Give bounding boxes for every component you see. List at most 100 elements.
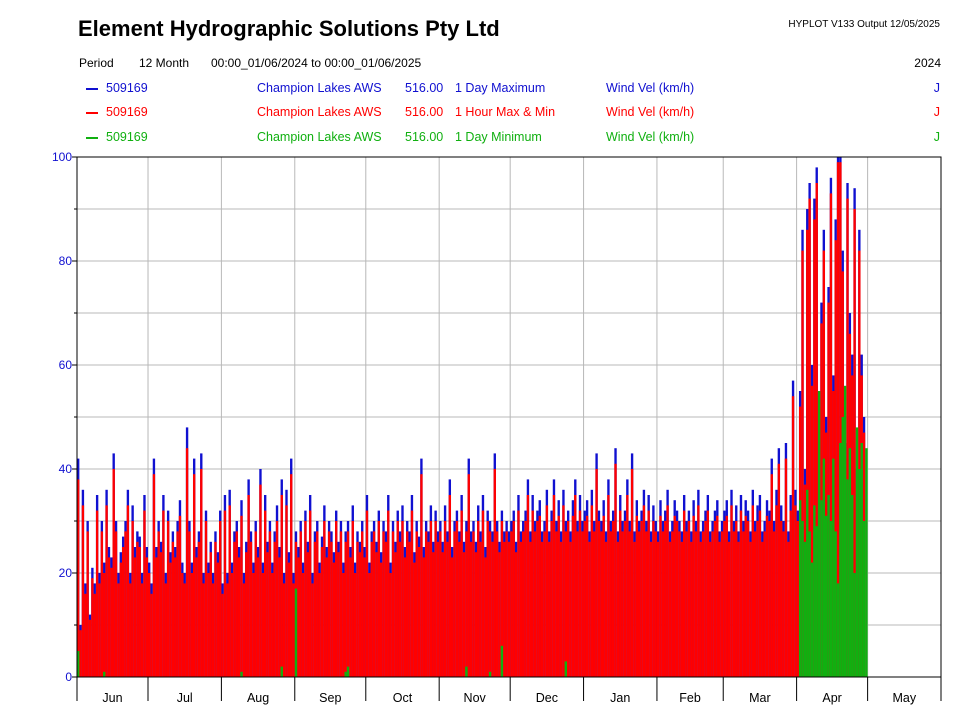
bar-day-min: [855, 427, 859, 677]
bar-hour-maxmin: [145, 557, 149, 677]
bar-hour-maxmin: [692, 515, 695, 677]
bar-day-min: [853, 573, 856, 677]
bar-hour-maxmin: [564, 531, 567, 677]
x-tick-label: Jan: [610, 691, 630, 705]
bar-hour-maxmin: [216, 562, 220, 677]
bar-hour-maxmin: [178, 515, 182, 677]
bar-hour-maxmin: [656, 541, 660, 677]
bar-hour-maxmin: [119, 562, 122, 677]
bar-hour-maxmin: [192, 474, 196, 677]
bar-hour-maxmin: [282, 583, 286, 677]
bar-hour-maxmin: [230, 573, 234, 677]
bar-hour-maxmin: [382, 531, 385, 677]
bar-day-min: [810, 562, 814, 677]
bar-hour-maxmin: [514, 552, 518, 677]
bar-hour-maxmin: [474, 552, 478, 677]
bar-hour-maxmin: [235, 531, 238, 677]
bar-hour-maxmin: [81, 505, 85, 677]
bar-hour-maxmin: [479, 541, 482, 677]
bar-hour-maxmin: [666, 505, 669, 677]
bar-day-min: [801, 521, 804, 677]
bar-hour-maxmin: [789, 510, 792, 677]
bar-hour-maxmin: [763, 531, 766, 677]
bar-hour-maxmin: [732, 531, 736, 677]
bar-hour-maxmin: [370, 541, 373, 677]
bar-day-min: [832, 458, 835, 677]
bar-hour-maxmin: [675, 521, 679, 677]
bar-hour-maxmin: [536, 521, 539, 677]
bar-hour-maxmin: [522, 531, 525, 677]
bar-hour-maxmin: [614, 463, 617, 677]
bar-hour-maxmin: [117, 583, 120, 677]
bar-hour-maxmin: [552, 495, 556, 677]
bar-hour-maxmin: [699, 541, 702, 677]
bar-day-min: [822, 458, 826, 677]
legend-parameter: Wind Vel (km/h): [606, 81, 695, 95]
bar-hour-maxmin: [758, 510, 762, 677]
bar-hour-maxmin: [455, 521, 459, 677]
bar-day-min: [839, 443, 842, 677]
bar-hour-maxmin: [500, 521, 504, 677]
x-tick-label: Aug: [247, 691, 269, 705]
bar-hour-maxmin: [709, 541, 712, 677]
bar-hour-maxmin: [363, 557, 366, 677]
bar-hour-maxmin: [661, 531, 665, 677]
x-tick-label: Sep: [319, 691, 341, 705]
bar-hour-maxmin: [640, 521, 643, 677]
bar-hour-maxmin: [460, 510, 463, 677]
bar-hour-maxmin: [344, 541, 347, 677]
bar-hour-maxmin: [247, 495, 250, 677]
legend-station: Champion Lakes AWS: [257, 81, 382, 95]
legend-swatch-day-min: [86, 137, 98, 139]
bar-hour-maxmin: [155, 557, 158, 677]
bar-hour-maxmin: [264, 510, 267, 677]
bar-hour-maxmin: [472, 531, 475, 677]
bar-hour-maxmin: [806, 229, 809, 678]
bar-hour-maxmin: [654, 531, 657, 677]
bar-hour-maxmin: [183, 583, 186, 677]
bar-hour-maxmin: [645, 531, 648, 677]
bar-hour-maxmin: [164, 583, 167, 677]
bar-hour-maxmin: [422, 557, 425, 677]
bar-hour-maxmin: [836, 162, 840, 677]
bar-hour-maxmin: [398, 541, 402, 677]
bar-hour-maxmin: [827, 302, 830, 677]
bar-day-min: [280, 666, 283, 677]
bar-hour-maxmin: [652, 521, 655, 677]
bar-hour-maxmin: [668, 541, 672, 677]
bar-hour-maxmin: [730, 505, 733, 677]
bar-day-min: [815, 526, 818, 677]
bar-hour-maxmin: [219, 521, 222, 677]
x-tick-label: Feb: [679, 691, 701, 705]
bar-hour-maxmin: [358, 552, 362, 677]
bar-hour-maxmin: [335, 521, 338, 677]
bar-hour-maxmin: [690, 541, 693, 677]
y-tick-label: 60: [59, 358, 73, 372]
legend-flag: J: [933, 105, 940, 119]
bar-hour-maxmin: [223, 510, 227, 677]
bar-hour-maxmin: [171, 541, 175, 677]
bar-hour-maxmin: [103, 573, 106, 677]
bar-hour-maxmin: [477, 521, 480, 677]
bar-hour-maxmin: [271, 573, 274, 677]
bar-hour-maxmin: [600, 531, 603, 677]
bar-hour-maxmin: [320, 547, 324, 677]
bar-hour-maxmin: [297, 557, 300, 677]
bar-hour-maxmin: [84, 593, 87, 677]
legend-station: Champion Lakes AWS: [257, 130, 382, 144]
legend-variable: 516.00: [405, 130, 444, 144]
bar-hour-maxmin: [761, 541, 764, 677]
bar-hour-maxmin: [711, 531, 714, 677]
bar-hour-maxmin: [204, 521, 208, 677]
bar-day-min: [808, 531, 811, 677]
bar-hour-maxmin: [604, 541, 608, 677]
bar-hour-maxmin: [529, 541, 532, 677]
bar-hour-maxmin: [777, 463, 781, 677]
legend-site: 509169: [106, 81, 148, 95]
bar-hour-maxmin: [772, 531, 776, 677]
bar-hour-maxmin: [616, 541, 620, 677]
bar-hour-maxmin: [493, 469, 496, 677]
bar-hour-maxmin: [462, 552, 466, 677]
bar-hour-maxmin: [768, 521, 771, 677]
bar-hour-maxmin: [424, 531, 428, 677]
